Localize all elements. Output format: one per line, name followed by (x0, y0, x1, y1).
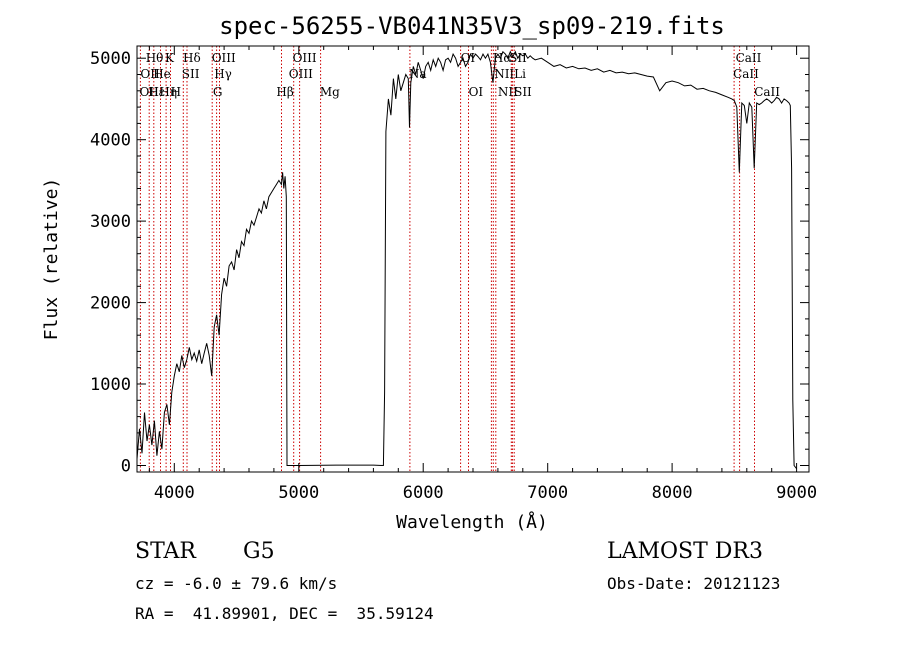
redshift-velocity: cz = -6.0 ± 79.6 km/s (135, 574, 338, 593)
line-label-27: SII (514, 85, 532, 99)
line-label-13: OIII (289, 67, 313, 81)
line-label-22: G (213, 85, 223, 99)
line-label-21: H (171, 85, 181, 99)
line-label-12: Hγ (214, 67, 232, 81)
chart-title: spec-56255-VB041N35V3_sp09-219.fits (219, 12, 725, 40)
line-label-9: OII (140, 67, 160, 81)
x-tick-label: 8000 (652, 483, 693, 503)
line-label-4: OIII (293, 51, 317, 65)
line-label-1: K (165, 51, 175, 65)
y-axis-ticks: 0 1000 2000 3000 4000 5000 (90, 49, 809, 477)
spectral-subclass: G5 (243, 539, 275, 564)
line-label-8: CaII (736, 51, 762, 65)
y-tick-label: 3000 (90, 212, 131, 232)
y-axis-label: Flux (relative) (41, 178, 62, 341)
line-label-18: OII (140, 85, 160, 99)
x-axis-ticks: 4000 5000 6000 7000 8000 9000 (148, 46, 817, 503)
sky-coordinates: RA = 41.89901, DEC = 35.59124 (135, 604, 434, 623)
line-label-11: SII (182, 67, 200, 81)
line-label-17: CaII (733, 67, 759, 81)
line-label-3: OIII (212, 51, 236, 65)
line-label-0: Hθ (146, 51, 164, 65)
y-tick-label: 5000 (90, 49, 131, 69)
x-tick-label: 4000 (154, 483, 195, 503)
y-tick-label: 1000 (90, 375, 131, 395)
x-tick-label: 6000 (403, 483, 444, 503)
y-tick-label: 0 (121, 457, 131, 477)
line-label-2: Hδ (183, 51, 201, 65)
line-label-24: Mg (320, 85, 340, 99)
line-label-28: CaII (754, 85, 780, 99)
line-label-25: OI (469, 85, 484, 99)
observation-date: Obs-Date: 20121123 (607, 574, 781, 593)
y-tick-label: 2000 (90, 294, 131, 314)
plot-frame (136, 45, 810, 473)
line-label-10: He (153, 67, 171, 81)
x-tick-label: 9000 (776, 483, 817, 503)
object-type: STAR (135, 539, 196, 564)
y-tick-label: 4000 (90, 131, 131, 151)
survey-name: LAMOST DR3 (607, 539, 763, 564)
line-label-14: Na (409, 67, 427, 81)
line-label-20: Hη (159, 85, 177, 99)
line-label-26: NII (498, 85, 518, 99)
line-label-15: NII (494, 67, 514, 81)
spectrum-line (136, 50, 797, 470)
emission-line-markers (139, 46, 755, 472)
x-tick-label: 5000 (278, 483, 319, 503)
x-axis-label: Wavelength (Å) (396, 511, 548, 533)
line-label-23: Hβ (276, 85, 293, 99)
x-tick-label: 7000 (527, 483, 568, 503)
line-label-19: Hε (148, 85, 165, 99)
line-label-16: Li (514, 67, 526, 81)
